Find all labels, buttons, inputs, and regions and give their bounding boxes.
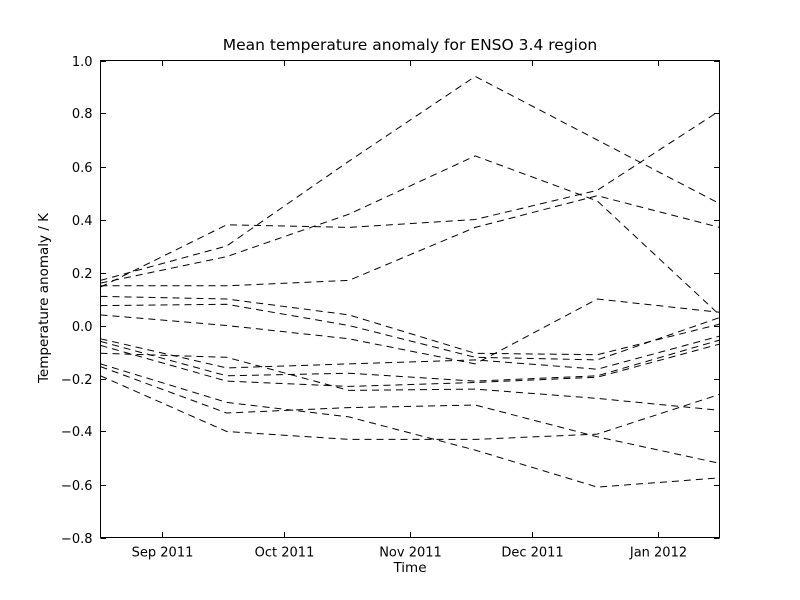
series-member-14 (100, 366, 720, 464)
y-tick-label: −0.4 (61, 425, 93, 440)
series-member-4 (100, 195, 720, 287)
series-member-11 (100, 352, 720, 411)
chart-title: Mean temperature anomaly for ENSO 3.4 re… (222, 36, 598, 54)
y-tick-label: −0.6 (61, 479, 93, 494)
x-tick-label: Nov 2011 (379, 546, 442, 561)
series-member-5 (100, 298, 720, 365)
y-tick-label: 1.0 (72, 55, 93, 70)
series-member-12 (100, 375, 720, 440)
x-tick-label: Oct 2011 (255, 546, 315, 561)
y-tick-label: −0.8 (61, 532, 93, 547)
series-member-6 (100, 295, 720, 356)
y-tick-label: 0.8 (72, 107, 93, 122)
x-tick-label: Jan 2012 (629, 546, 687, 561)
y-tick-label: 0.2 (72, 267, 93, 282)
series-member-8 (100, 335, 720, 370)
series-member-7 (100, 303, 720, 361)
series-member-9 (100, 339, 720, 382)
x-tick-label: Dec 2011 (501, 546, 563, 561)
series-member-2 (100, 155, 720, 316)
series-member-10 (100, 343, 720, 387)
x-axis-label: Time (393, 560, 427, 576)
x-tick-label: Sep 2011 (132, 546, 194, 561)
series-member-3 (100, 110, 720, 288)
axes-frame (100, 60, 720, 538)
series-member-13 (100, 363, 720, 488)
y-tick-label: 0.0 (72, 320, 93, 335)
series-member-1 (100, 75, 720, 281)
y-tick-label: 0.4 (72, 214, 93, 229)
y-tick-label: −0.2 (61, 373, 93, 388)
y-tick-label: 0.6 (72, 161, 93, 176)
y-axis-label: Temperature anomaly / K (36, 212, 52, 384)
